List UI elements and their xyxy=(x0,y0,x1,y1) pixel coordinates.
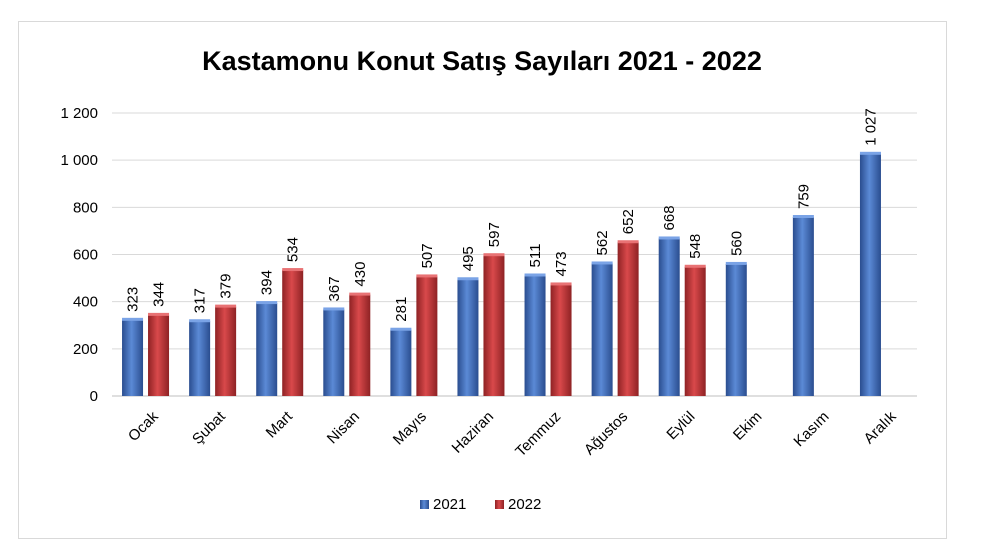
data-label-2022: 534 xyxy=(285,237,302,262)
y-axis: 0 200 400 600 800 1 000 1 200 xyxy=(60,105,98,405)
data-label-2021: 323 xyxy=(125,287,142,312)
x-tick-label: Şubat xyxy=(189,408,229,448)
bar-2022 xyxy=(282,270,304,396)
bar-top-2022 xyxy=(684,264,706,268)
chart-frame xyxy=(18,21,947,539)
bar-top-2022 xyxy=(483,253,505,257)
legend-swatch-2021 xyxy=(420,500,429,509)
y-tick-label: 200 xyxy=(73,341,98,358)
bar-top-2021 xyxy=(859,151,881,155)
bar-top-2021 xyxy=(189,319,211,323)
data-label-2022: 430 xyxy=(352,262,369,287)
y-tick-label: 0 xyxy=(90,388,98,405)
x-tick-label: Ağustos xyxy=(581,408,631,458)
data-labels: 323 344 317 379 394 534 367 430 281 507 495 597 511 4… xyxy=(125,108,880,321)
x-tick-label: Temmuz xyxy=(512,408,564,460)
data-label-2021: 668 xyxy=(661,205,678,230)
y-tick-label: 800 xyxy=(73,199,98,216)
bar-2022 xyxy=(416,276,438,396)
bar-top-2022 xyxy=(349,292,371,296)
x-tick-label: Kasım xyxy=(790,408,832,450)
x-tick-label: Aralık xyxy=(861,408,900,447)
bar-top-2021 xyxy=(524,273,546,277)
data-label-2021: 1 027 xyxy=(862,108,879,146)
bar-top-2021 xyxy=(591,261,613,265)
bar-2021 xyxy=(256,303,278,396)
chart-title: Kastamonu Konut Satış Sayıları 2021 - 20… xyxy=(202,46,762,76)
data-label-2022: 507 xyxy=(419,243,436,268)
data-label-2021: 511 xyxy=(527,244,544,268)
legend-label-2021: 2021 xyxy=(433,496,466,513)
bar-2021 xyxy=(390,329,412,396)
bar-top-2021 xyxy=(725,261,747,265)
bar-top-2022 xyxy=(550,282,572,286)
y-tick-label: 600 xyxy=(73,247,98,264)
bar-top-2022 xyxy=(617,240,639,244)
data-label-2021: 317 xyxy=(192,288,209,313)
bar-2022 xyxy=(148,314,170,396)
data-label-2021: 562 xyxy=(594,230,611,255)
bar-2021 xyxy=(323,309,345,396)
bar-2022 xyxy=(349,294,371,396)
bar-top-2022 xyxy=(215,304,237,308)
bar-top-2022 xyxy=(282,268,304,272)
bar-2022 xyxy=(483,255,505,396)
bar-2021 xyxy=(524,275,546,396)
bar-top-2021 xyxy=(658,236,680,240)
data-label-2021: 281 xyxy=(393,297,410,322)
bar-2021 xyxy=(122,319,144,396)
bar-top-2021 xyxy=(122,317,144,321)
y-tick-label: 1 200 xyxy=(60,105,98,122)
bar-2022 xyxy=(215,306,237,396)
bar-2021 xyxy=(457,279,479,396)
bar-top-2021 xyxy=(256,301,278,305)
bar-top-2021 xyxy=(792,215,814,219)
bar-2022 xyxy=(617,242,639,396)
bar-2021 xyxy=(859,153,881,396)
x-axis: Ocak Şubat Mart Nisan Mayıs Haziran Temmuz Ağus… xyxy=(125,408,900,461)
data-label-2022: 548 xyxy=(687,234,704,259)
bar-2021 xyxy=(725,263,747,396)
data-label-2021: 394 xyxy=(259,270,276,295)
bar-top-2021 xyxy=(390,327,412,331)
data-label-2022: 344 xyxy=(151,282,168,307)
data-label-2021: 560 xyxy=(728,231,745,256)
data-label-2021: 495 xyxy=(460,246,477,271)
data-label-2022: 379 xyxy=(218,274,235,299)
x-tick-label: Mart xyxy=(263,408,297,442)
y-tick-label: 1 000 xyxy=(60,152,98,169)
data-label-2022: 473 xyxy=(553,251,570,276)
y-tick-label: 400 xyxy=(73,294,98,311)
bar-top-2021 xyxy=(457,277,479,281)
x-tick-label: Eylül xyxy=(663,408,698,443)
bar-top-2022 xyxy=(148,312,170,316)
bar-2021 xyxy=(658,238,680,396)
bar-2022 xyxy=(550,284,572,396)
bar-top-2021 xyxy=(323,307,345,311)
bar-top-2022 xyxy=(416,274,438,278)
x-tick-label: Ekim xyxy=(730,408,766,444)
bars xyxy=(122,151,881,396)
bar-2021 xyxy=(189,321,211,396)
legend-swatch-2022 xyxy=(495,500,504,509)
gridlines xyxy=(112,112,917,397)
x-tick-label: Haziran xyxy=(449,408,498,457)
data-label-2021: 367 xyxy=(326,276,343,301)
data-label-2022: 652 xyxy=(620,209,637,234)
legend: 2021 2022 xyxy=(420,496,541,513)
bar-2022 xyxy=(684,266,706,396)
legend-label-2022: 2022 xyxy=(508,496,541,513)
x-tick-label: Ocak xyxy=(125,408,162,445)
x-tick-label: Mayıs xyxy=(390,408,430,448)
bar-2021 xyxy=(591,263,613,396)
data-label-2021: 759 xyxy=(795,184,812,209)
bar-2021 xyxy=(792,217,814,396)
x-tick-label: Nisan xyxy=(324,408,363,447)
data-label-2022: 597 xyxy=(486,222,503,247)
